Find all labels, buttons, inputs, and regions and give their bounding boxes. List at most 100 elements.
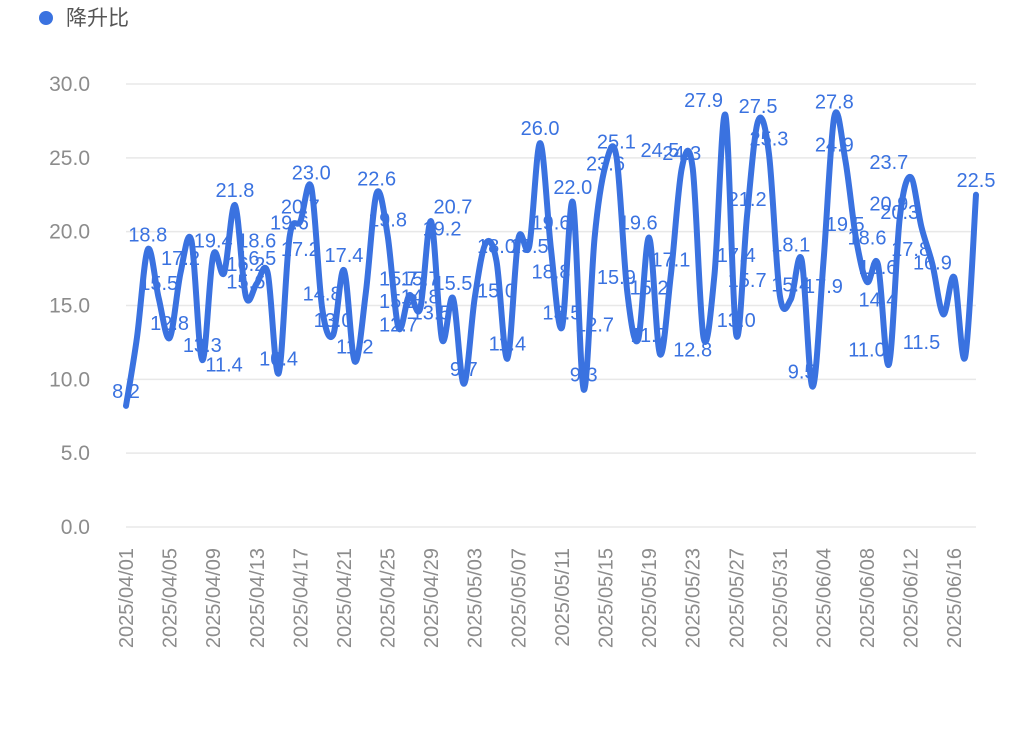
y-tick-label: 5.0 [61, 442, 90, 465]
data-label: 24.5 [641, 140, 680, 162]
data-label: 19.6 [270, 213, 309, 235]
data-label: 11.0 [848, 340, 885, 362]
x-tick-label: 2025/05/23 [683, 548, 705, 648]
x-tick-label: 2025/05/11 [552, 548, 574, 647]
data-label: 16.6 [858, 257, 897, 279]
data-label: 9.3 [570, 365, 598, 387]
data-label: 15.5 [139, 273, 178, 295]
data-label: 17.2 [161, 248, 200, 270]
data-label: 16.5 [237, 248, 276, 270]
data-label: 13.3 [183, 335, 222, 357]
data-label: 11.5 [903, 332, 940, 354]
x-tick-label: 2025/05/03 [465, 548, 487, 648]
data-label: 13.5 [412, 303, 451, 325]
x-tick-label: 2025/04/21 [334, 548, 356, 648]
data-label: 17.4 [324, 245, 363, 267]
data-label: 18.6 [237, 230, 276, 252]
data-label: 19.5 [510, 236, 549, 258]
x-tick-label: 2025/06/04 [813, 548, 835, 648]
data-label: 11.4 [489, 334, 526, 356]
data-label: 17.9 [804, 276, 843, 298]
data-label: 15.6 [226, 272, 265, 294]
data-label: 15.4 [771, 275, 810, 297]
legend[interactable]: 降升比 [39, 6, 129, 30]
data-label: 18.6 [848, 227, 887, 249]
data-label: 19.4 [194, 230, 233, 252]
data-label: 15.9 [597, 267, 636, 289]
data-label: 17.8 [891, 239, 930, 261]
x-tick-label: 2025/06/16 [944, 548, 966, 648]
data-label: 21.2 [728, 189, 767, 211]
data-label: 11.4 [205, 354, 242, 376]
data-label: 20.3 [880, 202, 919, 224]
x-tick-label: 2025/05/15 [595, 548, 617, 648]
x-tick-label: 2025/06/12 [901, 548, 923, 648]
data-label: 15.7 [728, 270, 767, 292]
data-label: 15.7 [379, 269, 418, 291]
x-tick-label: 2025/05/31 [770, 548, 792, 648]
data-label: 19.8 [368, 210, 407, 232]
x-tick-label: 2025/04/13 [247, 548, 269, 648]
legend-label: 降升比 [66, 6, 129, 30]
data-label: 14.8 [303, 283, 342, 305]
x-tick-label: 2025/06/08 [857, 548, 879, 648]
data-label: 14.8 [401, 286, 440, 308]
y-tick-label: 0.0 [61, 516, 90, 539]
data-label: 18.8 [128, 224, 167, 246]
data-label: 18.1 [771, 235, 810, 257]
data-label: 20.7 [433, 196, 472, 218]
data-label: 15.0 [477, 281, 516, 303]
x-tick-label: 2025/04/09 [203, 548, 225, 648]
data-label: 19.6 [619, 213, 658, 235]
data-label: 20.7 [281, 196, 320, 218]
y-tick-label: 10.0 [49, 368, 90, 391]
x-tick-label: 2025/05/19 [639, 548, 661, 648]
data-label: 12.8 [150, 313, 189, 335]
data-label: 24.3 [662, 143, 701, 165]
data-label: 13.5 [542, 303, 581, 325]
data-label: 11.7 [630, 325, 667, 347]
data-label: 27.5 [739, 96, 778, 118]
data-label: 12.8 [673, 340, 712, 362]
data-label: 27.8 [815, 91, 854, 113]
y-tick-label: 20.0 [49, 221, 90, 244]
data-label: 25.3 [749, 128, 788, 150]
data-label: 11.2 [336, 337, 373, 359]
y-tick-label: 25.0 [49, 147, 90, 170]
data-label: 26.0 [521, 118, 560, 140]
x-tick-label: 2025/04/17 [290, 548, 312, 648]
data-label: 16.2 [226, 254, 265, 276]
data-label: 8.2 [112, 381, 140, 403]
x-tick-label: 2025/04/05 [160, 548, 182, 648]
data-label: 22.6 [357, 168, 396, 190]
data-label: 13.0 [717, 310, 756, 332]
x-tick-label: 2025/04/25 [378, 548, 400, 648]
x-axis-ticks: 2025/04/01 2025/04/05 2025/04/09 2025/04/13… [116, 548, 966, 648]
data-label: 13.0 [314, 310, 353, 332]
x-tick-label: 2025/05/07 [508, 548, 530, 648]
data-label: 16.9 [913, 252, 952, 274]
data-label: 25.1 [597, 131, 636, 153]
x-tick-label: 2025/04/29 [421, 548, 443, 648]
y-tick-label: 30.0 [49, 73, 90, 96]
data-label: 23.7 [869, 152, 908, 174]
data-label: 19.5 [826, 214, 865, 236]
data-label: 12.7 [379, 314, 418, 336]
y-axis-ticks: 0.0 5.0 10.0 15.0 20.0 25.0 30.0 [49, 73, 90, 539]
data-label: 15.2 [379, 291, 418, 313]
data-label: 22.0 [553, 177, 592, 199]
data-label: 10.4 [259, 348, 298, 370]
data-label: 24.9 [815, 134, 854, 156]
data-label: 20.9 [869, 193, 908, 215]
series-line-group [123, 109, 979, 409]
data-label: 23.0 [292, 162, 331, 184]
data-label: 15.2 [630, 278, 669, 300]
y-tick-label: 15.0 [49, 295, 90, 318]
data-label: 12.7 [575, 314, 614, 336]
data-label: 9.7 [450, 359, 478, 381]
data-label: 23.6 [586, 154, 625, 176]
x-tick-label: 2025/05/27 [726, 548, 748, 648]
data-label: 27.9 [684, 90, 723, 112]
data-label: 17.1 [651, 249, 690, 271]
